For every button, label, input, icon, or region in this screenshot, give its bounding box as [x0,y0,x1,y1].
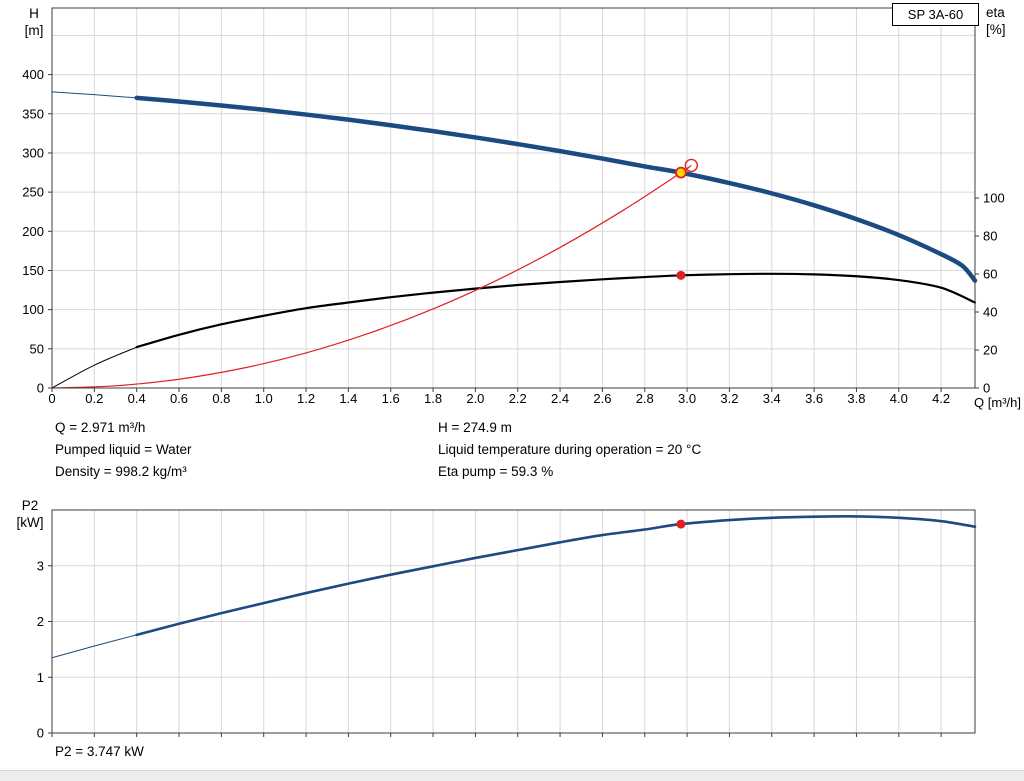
svg-text:0.4: 0.4 [128,391,146,406]
duty-info-left: Q = 2.971 m³/h Pumped liquid = Water Den… [55,417,191,483]
p2-value-text: P2 = 3.747 kW [55,744,144,759]
efficiency-point-marker[interactable] [676,270,686,280]
h-axis-symbol: H [29,6,39,21]
svg-text:3.4: 3.4 [763,391,781,406]
svg-text:2.4: 2.4 [551,391,569,406]
info-eta-pump: Eta pump = 59.3 % [438,464,554,479]
svg-text:3.0: 3.0 [678,391,696,406]
svg-text:1.8: 1.8 [424,391,442,406]
svg-text:0: 0 [983,381,990,396]
info-head: H = 274.9 m [438,420,512,435]
svg-text:80: 80 [983,229,997,244]
q-axis-label: Q [m³/h] [974,395,1021,410]
svg-text:60: 60 [983,267,997,282]
svg-text:0.2: 0.2 [85,391,103,406]
p2-power-lead [51,634,137,659]
pump-head-curve [134,95,978,283]
svg-text:2.8: 2.8 [636,391,654,406]
svg-text:2.2: 2.2 [509,391,527,406]
svg-text:3.2: 3.2 [720,391,738,406]
svg-text:1.4: 1.4 [339,391,357,406]
eta-axis-unit: [%] [986,22,1006,37]
info-flow: Q = 2.971 m³/h [55,420,146,435]
svg-text:0.8: 0.8 [212,391,230,406]
svg-text:1.2: 1.2 [297,391,315,406]
duty-point-marker[interactable] [675,166,687,179]
svg-text:300: 300 [22,145,44,160]
svg-text:50: 50 [30,341,44,356]
window-bottom-strip [0,770,1024,781]
svg-text:100: 100 [22,302,44,317]
p2-power-curve [135,515,977,637]
info-pumped-liquid: Pumped liquid = Water [55,442,192,457]
svg-text:3: 3 [37,558,44,573]
svg-text:40: 40 [983,305,997,320]
eta-axis-symbol: eta [986,5,1005,20]
system-curve-curve [51,164,692,389]
p2-point-marker[interactable] [676,519,686,529]
pump-model-box: SP 3A-60 [892,3,979,26]
svg-text:150: 150 [22,263,44,278]
svg-text:400: 400 [22,67,44,82]
svg-text:0: 0 [37,381,44,396]
eta-axis-label: eta [%] [986,4,1022,38]
p2-axis-label: P2 [kW] [8,497,52,531]
svg-text:3.6: 3.6 [805,391,823,406]
svg-text:1.0: 1.0 [255,391,273,406]
hq-chart-svg[interactable]: 0 0.2 0.4 0.6 0.8 1.0 1.2 1.4 1.6 1.8 2.0 2.2 2.4 2.6… [0,0,1024,416]
svg-text:20: 20 [983,343,997,358]
svg-text:2.0: 2.0 [466,391,484,406]
svg-text:1: 1 [37,670,44,685]
requested-duty-marker[interactable] [684,158,699,173]
svg-text:100: 100 [983,191,1005,206]
svg-text:1.6: 1.6 [382,391,400,406]
svg-text:2.6: 2.6 [593,391,611,406]
efficiency-curve [135,272,977,349]
svg-text:0: 0 [48,391,55,406]
pump-head-lead [51,91,137,99]
svg-text:4.0: 4.0 [890,391,908,406]
svg-text:250: 250 [22,185,44,200]
svg-text:0: 0 [37,726,44,741]
duty-info-right: H = 274.9 m Liquid temperature during op… [438,417,701,483]
h-axis-unit: [m] [24,23,44,38]
svg-text:350: 350 [22,106,44,121]
svg-text:2: 2 [37,614,44,629]
svg-text:4.2: 4.2 [932,391,950,406]
svg-text:0.6: 0.6 [170,391,188,406]
svg-text:200: 200 [22,224,44,239]
info-liquid-temperature: Liquid temperature during operation = 20… [438,442,702,457]
efficiency-lead [51,346,137,389]
info-density: Density = 998.2 kg/m³ [55,464,187,479]
p2-axis-unit: [kW] [16,515,44,530]
p2-axis-symbol: P2 [21,498,39,513]
p2-chart-svg[interactable]: 0 1 2 3 [0,488,1024,744]
svg-text:3.8: 3.8 [847,391,865,406]
h-axis-label: H [m] [14,5,54,39]
